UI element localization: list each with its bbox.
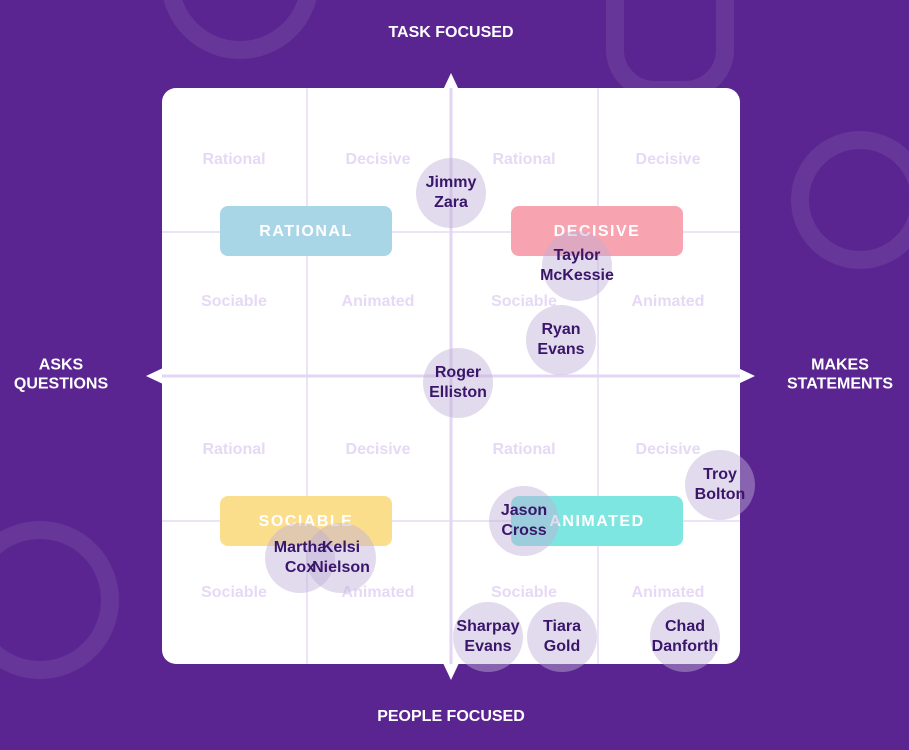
person-name: Cox <box>285 559 315 576</box>
decor-circle <box>163 0 317 59</box>
person-name: Tiara <box>543 618 581 635</box>
quadrant-badge <box>220 206 392 256</box>
axis-label: PEOPLE FOCUSED <box>377 708 525 725</box>
person-name: Taylor <box>554 247 601 264</box>
person-bubble <box>306 523 376 593</box>
person-bubble <box>489 486 559 556</box>
cell-label: Decisive <box>346 441 411 458</box>
person-name: Zara <box>434 194 468 211</box>
axis-label: QUESTIONS <box>14 376 109 393</box>
axis-label: ASKS <box>39 357 84 374</box>
quadrant-badge <box>220 496 392 546</box>
person-name: Elliston <box>429 384 487 401</box>
person-bubble <box>685 450 755 520</box>
person-bubble <box>423 348 493 418</box>
arrow-down <box>443 663 459 680</box>
quadrant-label: SOCIABLE <box>259 513 354 530</box>
decor-circle <box>791 131 909 269</box>
cell-label: Rational <box>202 151 265 168</box>
decor-circle <box>0 521 119 679</box>
person-name: Evans <box>464 638 511 655</box>
arrow-right <box>738 368 755 384</box>
person-name: Martha <box>274 539 327 556</box>
quadrant-label: ANIMATED <box>549 513 644 530</box>
axis-label: MAKES <box>811 357 869 374</box>
quadrant-badge <box>511 496 683 546</box>
quadrant-label: RATIONAL <box>259 223 352 240</box>
decor-rect <box>606 0 734 99</box>
axis-label: STATEMENTS <box>787 376 893 393</box>
cell-label: Animated <box>632 293 705 310</box>
person-name: Troy <box>703 466 737 483</box>
person-bubble <box>453 602 523 672</box>
axis-arrows <box>146 73 755 680</box>
cell-label: Sociable <box>491 584 557 601</box>
person-name: Jason <box>501 502 547 519</box>
person-name: Jimmy <box>426 174 477 191</box>
arrow-up <box>443 73 459 90</box>
cell-label: Rational <box>202 441 265 458</box>
person-name: Ryan <box>541 321 580 338</box>
person-name: McKessie <box>540 267 614 284</box>
person-name: Bolton <box>695 486 746 503</box>
cell-label: Rational <box>492 151 555 168</box>
person-bubble <box>542 231 612 301</box>
cell-label: Decisive <box>636 151 701 168</box>
axes <box>162 88 740 664</box>
person-bubble <box>265 523 335 593</box>
person-bubble <box>650 602 720 672</box>
person-bubble <box>416 158 486 228</box>
cell-label: Decisive <box>636 441 701 458</box>
person-name: Chad <box>665 618 705 635</box>
person-name: Nielson <box>312 559 370 576</box>
person-bubble <box>526 305 596 375</box>
person-name: Kelsi <box>322 539 360 556</box>
person-name: Evans <box>537 341 584 358</box>
cell-label: Sociable <box>201 293 267 310</box>
quadrant-badge <box>511 206 683 256</box>
person-name: Gold <box>544 638 580 655</box>
cell-label: Decisive <box>346 151 411 168</box>
person-name: Cross <box>501 522 546 539</box>
person-name: Danforth <box>652 638 719 655</box>
cell-label: Animated <box>342 584 415 601</box>
cell-label: Animated <box>342 293 415 310</box>
cell-label: Sociable <box>201 584 267 601</box>
arrow-left <box>146 368 163 384</box>
person-name: Sharpay <box>456 618 519 635</box>
person-name: Roger <box>435 364 481 381</box>
axis-label: TASK FOCUSED <box>388 24 513 41</box>
cell-label: Animated <box>632 584 705 601</box>
cell-label: Rational <box>492 441 555 458</box>
quadrant-label: DECISIVE <box>554 223 641 240</box>
person-bubble <box>527 602 597 672</box>
cell-label: Sociable <box>491 293 557 310</box>
